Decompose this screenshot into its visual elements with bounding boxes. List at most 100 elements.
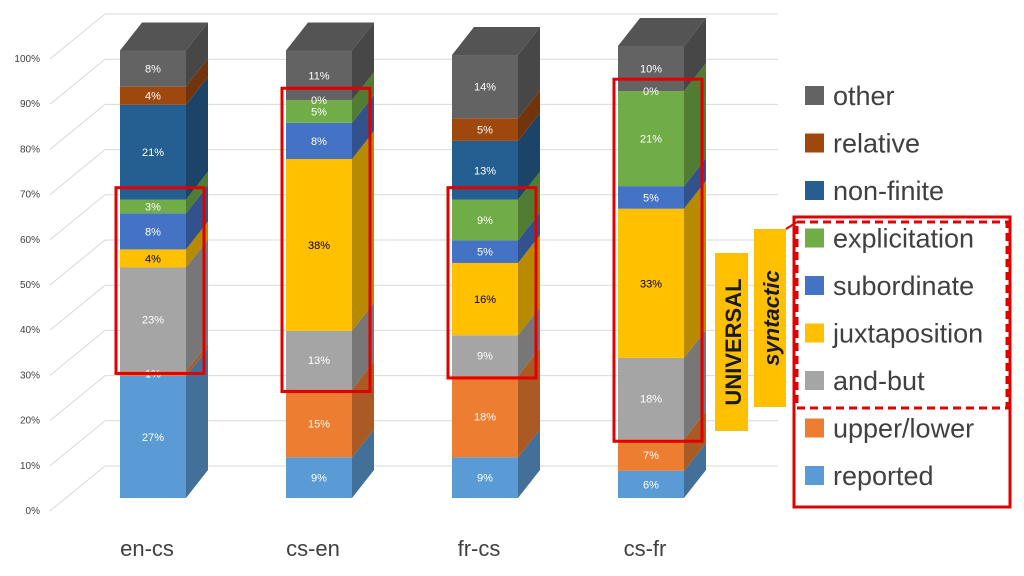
bar-segment-and-but [452,335,518,376]
bar-segment-non-finite [120,104,186,200]
gridline-floor [49,239,106,286]
y-tick-label: 10% [20,461,40,472]
bar-side-reported [186,347,208,498]
legend-swatch-upper/lower [805,418,824,438]
legend-label-subordinate: subordinate [833,271,974,301]
bar-stack-fr-cs: 9% 18% 9% 16% 5% 9% 13% 5% 14% fr-cs [452,27,540,561]
legend-swatch-reported [805,466,824,485]
bar-segment-reported [618,470,684,498]
legend-label-and-but: and-but [833,366,925,396]
legend-swatch-non-finite [805,181,824,200]
x-tick-label: cs-fr [624,536,667,561]
bar-side-reported [518,429,540,498]
legend-label-relative: relative [833,129,920,159]
data-label: 9% [477,351,493,363]
y-tick-label: 70% [20,190,40,201]
x-tick-label: fr-cs [458,536,501,561]
bar-side-non-finite [186,76,208,200]
data-label: 5% [643,192,659,204]
legend-label-other: other [833,81,895,111]
bar-segment-subordinate [618,186,684,209]
legend-swatch-other [805,86,824,105]
bar-segment-subordinate [286,122,352,159]
bar-segment-reported [452,457,518,498]
bar-stack-en-cs: 27%1%23%4%8%3%21%4%8%en-cs [120,22,208,561]
highlight-box-cs-en [280,86,372,394]
x-tick-label: en-cs [120,536,174,561]
data-label: 38% [308,240,330,252]
bar-top-cs-fr [618,18,706,46]
data-label: 10% [640,64,662,76]
bar-segment-reported [120,375,186,498]
legend-swatch-explicitation [805,228,824,248]
data-label: 0% [643,86,659,98]
data-label: 5% [477,125,493,137]
data-label: 9% [477,215,493,227]
bar-side-other [352,22,374,101]
syntactic-tag-bg [754,229,786,407]
bar-segment-juxtaposition [120,249,186,268]
bar-side-non-finite [518,112,540,200]
bar-segment-juxtaposition [618,208,684,358]
bar-segment-reported [286,457,352,498]
bar-segment-other [286,50,352,101]
legend-label-explicitation: explicitation [833,224,974,254]
bar-segment-and-but [286,330,352,390]
universal-tag-bg [715,253,748,431]
y-tick-label: 50% [20,280,40,291]
data-label: 8% [145,64,161,76]
data-label: 5% [311,107,327,119]
bar-segment-and-but [120,267,186,372]
gridline-floor [49,13,106,60]
bar-stack-cs-en: 9% 15% 13% 38% 8% 5%0% 11% cs-en [286,22,374,561]
data-label: 11% [308,70,329,82]
data-label: 9% [311,473,327,485]
data-label: 15% [308,418,330,430]
y-tick-label: 0% [26,506,41,517]
data-label: 0% [311,95,327,107]
bar-segment-other [618,46,684,92]
bar-segment-explicitation [120,199,186,214]
gridline-floor [49,375,106,421]
gridline-floor [49,420,106,467]
legend-label-upper/lower: upper/lower [833,414,974,444]
bar-side-reported [352,429,374,498]
bar-side-other [518,27,540,119]
bar-side-explicitation [186,171,208,214]
gridline-floor [49,194,106,241]
gridline-floor [49,284,106,331]
tag-connector [785,221,798,230]
data-label: 18% [640,394,662,406]
bar-segment-subordinate [452,240,518,263]
bar-stack-cs-fr: 6% 7% 18% 33% 5% 21% 0% 10% cs-fr [618,18,706,561]
legend-universal-box [792,215,1012,509]
bar-segment-other [120,50,186,87]
bar-segment-explicitation [618,91,684,187]
bar-segment-upper/lower [618,439,684,471]
y-tick-label: 30% [20,370,40,381]
data-label: 13% [308,355,330,367]
data-label: 7% [643,450,659,462]
bar-segment-relative [452,118,518,141]
legend-swatch-and-but [805,371,824,390]
data-label: 3% [145,201,161,213]
legend-swatch-subordinate [805,276,824,295]
data-label: 6% [643,479,659,491]
bar-top-fr-cs [452,27,540,56]
data-label: 21% [640,134,662,146]
bar-segment-upper/lower [452,375,518,458]
data-label: 8% [145,226,161,238]
data-label: 14% [474,82,496,94]
legend-swatch-relative [805,133,824,153]
bar-segment-juxtaposition [452,262,518,336]
legend: other relative non-finite explicitation subo… [805,81,983,491]
bar-segment-subordinate [120,213,186,250]
data-label: 18% [474,412,496,424]
gridline-floor [49,330,106,376]
bar-segment-non-finite [452,140,518,200]
universal-tag-label: UNIVERSAL [721,278,746,405]
y-tick-label: 40% [20,325,40,336]
bar-top-cs-en [286,22,374,51]
bar-segment-juxtaposition [286,159,352,331]
